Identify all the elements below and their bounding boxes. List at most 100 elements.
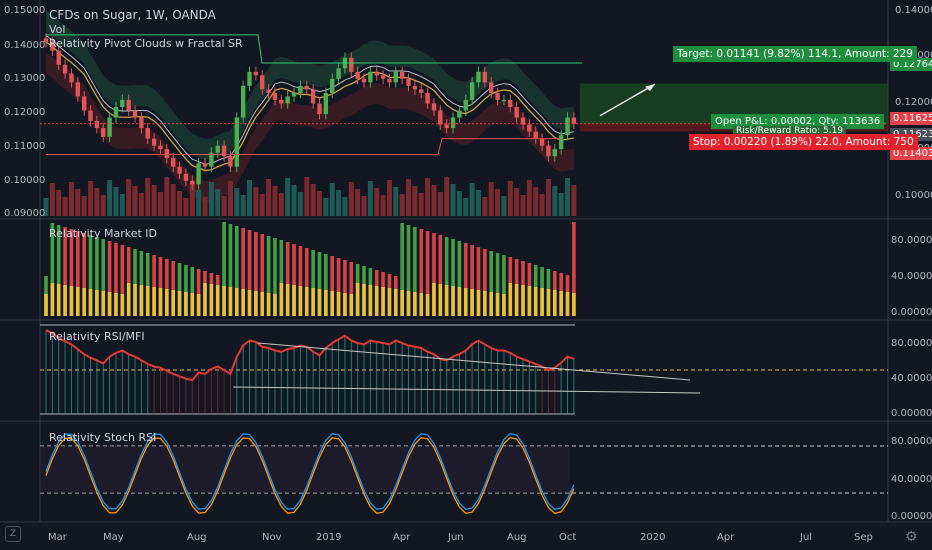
market-id-bar bbox=[139, 251, 144, 316]
market-id-bar bbox=[298, 246, 303, 316]
candle-body bbox=[361, 78, 367, 83]
rsi-tick: 0.00000 bbox=[891, 408, 932, 419]
candle-body bbox=[412, 85, 418, 90]
arrow-line bbox=[599, 83, 656, 117]
candle-body bbox=[463, 99, 468, 111]
market-id-yellow bbox=[292, 285, 296, 316]
volume-bar bbox=[526, 180, 532, 216]
market-id-bar bbox=[228, 224, 233, 316]
candle-body bbox=[145, 128, 150, 139]
market-id-yellow bbox=[222, 286, 226, 316]
gear-icon[interactable]: ⚙ bbox=[905, 529, 918, 545]
time-label: Apr bbox=[717, 532, 735, 543]
market-id-yellow bbox=[63, 285, 67, 316]
market-id-bar bbox=[82, 233, 86, 316]
volume-bar bbox=[545, 179, 551, 216]
market-id-bar bbox=[330, 256, 334, 316]
candle-body bbox=[171, 157, 176, 167]
market-id-yellow bbox=[215, 285, 220, 316]
price-tick: 0.14000 bbox=[4, 40, 46, 51]
pivot-indicator-label[interactable]: Relativity Pivot Clouds w Fractal SR bbox=[49, 37, 243, 50]
volume-bar bbox=[507, 181, 513, 216]
volume-bar bbox=[278, 193, 284, 216]
volume-bar bbox=[196, 190, 202, 216]
market-id-bar bbox=[190, 267, 195, 316]
volume-bar bbox=[475, 190, 481, 216]
candle-body bbox=[43, 38, 49, 42]
candle-body bbox=[571, 117, 577, 124]
market-id-yellow bbox=[235, 288, 239, 316]
market-id-bar bbox=[241, 228, 245, 316]
candle-body bbox=[81, 96, 87, 111]
candle-body bbox=[298, 85, 303, 93]
candle-body bbox=[88, 110, 93, 122]
market-id-bar bbox=[50, 223, 55, 316]
stoch-rsi-label[interactable]: Relativity Stoch RSI bbox=[49, 431, 157, 444]
market-id-yellow bbox=[362, 284, 366, 316]
market-id-bar bbox=[120, 245, 125, 316]
market-id-yellow bbox=[171, 290, 175, 316]
last-price-tag: 0.11625 bbox=[890, 112, 932, 125]
market-id-yellow bbox=[196, 294, 201, 316]
candle-body bbox=[380, 75, 386, 79]
volume-bar bbox=[183, 198, 189, 216]
market-id-bar bbox=[76, 231, 80, 316]
market-id-yellow bbox=[158, 288, 163, 316]
volume-bar bbox=[456, 191, 462, 216]
market-id-bar bbox=[88, 235, 93, 316]
open-pnl-box[interactable]: Open P&L: 0.00002, Qty: 113636 bbox=[711, 114, 885, 129]
candle-body bbox=[399, 71, 405, 79]
volume-bar bbox=[412, 186, 418, 216]
time-label: Sep bbox=[854, 532, 873, 543]
market-id-bar bbox=[254, 232, 258, 316]
candle-body bbox=[489, 82, 494, 93]
stoch-k-line bbox=[45, 432, 575, 511]
market-id-bar bbox=[235, 226, 239, 316]
market-id-yellow bbox=[355, 283, 360, 316]
market-id-bar bbox=[165, 259, 169, 316]
market-id-yellow bbox=[483, 291, 487, 316]
stoch-tick: 80.00000 bbox=[891, 436, 932, 447]
time-label: Aug bbox=[507, 532, 527, 543]
market-id-yellow bbox=[553, 290, 557, 316]
candle-body bbox=[190, 180, 195, 185]
candle-body bbox=[62, 64, 68, 74]
target-order-box[interactable]: Target: 0.01141 (9.82%) 114.1, Amount: 2… bbox=[673, 46, 917, 62]
market-id-yellow bbox=[101, 291, 106, 316]
candle-body bbox=[94, 121, 100, 129]
market-id-bar bbox=[438, 235, 443, 316]
price-tick: 0.09000 bbox=[4, 208, 46, 219]
rsi-mfi-label[interactable]: Relativity RSI/MFI bbox=[49, 330, 145, 343]
market-id-bar bbox=[457, 241, 462, 316]
volume-bar bbox=[291, 185, 297, 216]
volume-bar bbox=[151, 185, 157, 216]
market-id-yellow bbox=[107, 292, 112, 316]
market-id-yellow bbox=[432, 283, 436, 316]
volume-bar bbox=[164, 177, 170, 216]
market-id-yellow bbox=[451, 286, 455, 316]
volume-bar bbox=[431, 185, 437, 216]
z-icon[interactable]: Z bbox=[5, 526, 21, 542]
market-id-yellow bbox=[184, 292, 188, 316]
market-id-bar bbox=[324, 254, 328, 316]
time-label: Jul bbox=[800, 532, 813, 543]
market-id-yellow bbox=[317, 289, 322, 316]
rsi-trendline-top bbox=[257, 342, 691, 381]
risk-reward-box: Risk/Reward Ratio: 5.19 bbox=[733, 126, 847, 136]
stop-order-box[interactable]: Stop: 0.00220 (1.89%) 22.0, Amount: 750 bbox=[689, 134, 918, 150]
volume-bar bbox=[113, 187, 119, 216]
candle-body bbox=[349, 57, 354, 72]
volume-bar bbox=[81, 196, 87, 216]
candle-body bbox=[266, 89, 271, 93]
volume-bar bbox=[240, 195, 246, 216]
volume-bar bbox=[342, 197, 348, 216]
volume-bar bbox=[520, 195, 526, 216]
lower-cloud bbox=[46, 52, 574, 203]
volume-bar bbox=[189, 183, 195, 216]
candle-body bbox=[425, 92, 430, 104]
market-id-bar bbox=[470, 245, 474, 316]
market-id-label[interactable]: Relativity Market ID bbox=[49, 227, 157, 240]
volume-bar bbox=[310, 184, 316, 216]
market-id-bar bbox=[502, 255, 506, 316]
